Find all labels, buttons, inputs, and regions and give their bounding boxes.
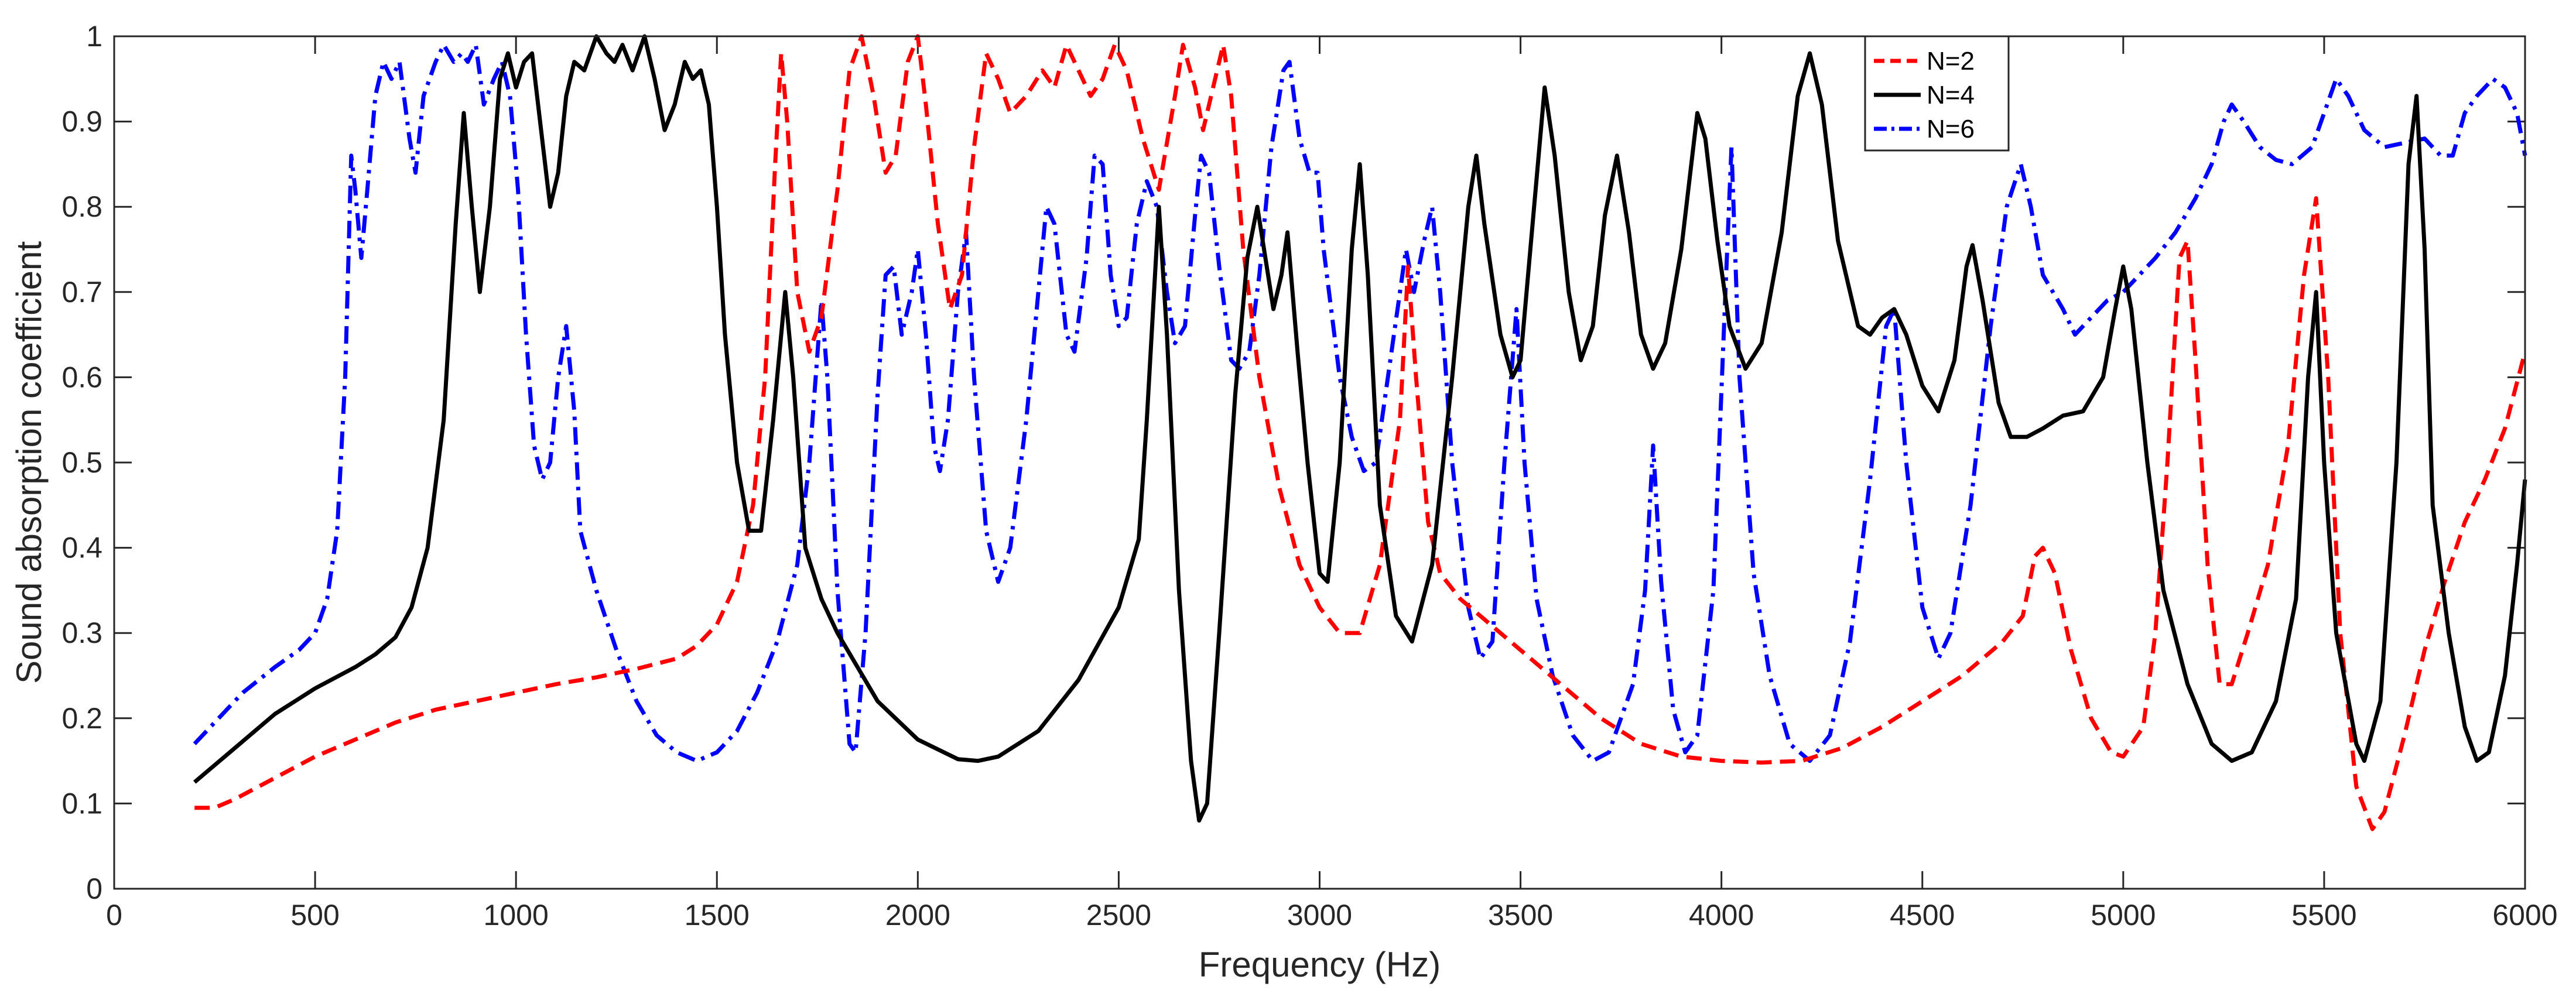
- x-tick-label: 0: [106, 899, 122, 931]
- series-line-n-4: [193, 34, 2527, 823]
- series-line-n-2: [194, 34, 2527, 831]
- x-tick-label: 3000: [1287, 899, 1352, 931]
- x-tick-label: 1000: [484, 899, 549, 931]
- x-tick-label: 5000: [2091, 899, 2156, 931]
- x-tick-label: 1500: [685, 899, 750, 931]
- y-tick-label: 0.3: [61, 616, 102, 649]
- x-tick-label: 500: [290, 899, 339, 931]
- y-tick-label: 0.2: [61, 702, 102, 735]
- y-axis-label: Sound absorption coefficient: [9, 241, 49, 684]
- y-tick-label: 0.9: [61, 105, 102, 138]
- x-tick-label: 3500: [1488, 899, 1553, 931]
- y-tick-label: 0.5: [61, 446, 102, 479]
- y-tick-label: 0.1: [61, 787, 102, 820]
- x-axis-label: Frequency (Hz): [1199, 945, 1441, 984]
- y-tick-label: 0.8: [61, 190, 102, 223]
- x-tick-label: 2500: [1086, 899, 1151, 931]
- x-axis-ticks: 0 500 1000 1500 2000 2500 3000 3500 4000 4500 5000…: [106, 36, 2558, 931]
- y-tick-label: 0.7: [61, 276, 102, 309]
- y-tick-label: 0.4: [61, 532, 102, 564]
- legend-entry: N=2: [1927, 47, 1975, 76]
- y-tick-label: 1: [86, 20, 102, 53]
- series-layer: [193, 34, 2527, 831]
- x-tick-label: 6000: [2492, 899, 2557, 931]
- legend-entry: N=4: [1927, 81, 1975, 109]
- x-tick-label: 4000: [1689, 899, 1754, 931]
- x-tick-label: 4500: [1890, 899, 1955, 931]
- y-axis-ticks: 0 0.1 0.2 0.3 0.4 0.5 0.6 0.7 0.8 0.9 1: [61, 20, 2525, 905]
- x-tick-label: 5500: [2291, 899, 2356, 931]
- x-tick-label: 2000: [885, 899, 950, 931]
- series-line-n-6: [193, 43, 2527, 763]
- legend-entry: N=6: [1927, 115, 1975, 143]
- plot-frame: [113, 35, 2526, 890]
- legend: N=2 N=4 N=6: [1864, 35, 2010, 152]
- y-tick-label: 0.6: [61, 361, 102, 393]
- y-tick-label: 0: [86, 872, 102, 905]
